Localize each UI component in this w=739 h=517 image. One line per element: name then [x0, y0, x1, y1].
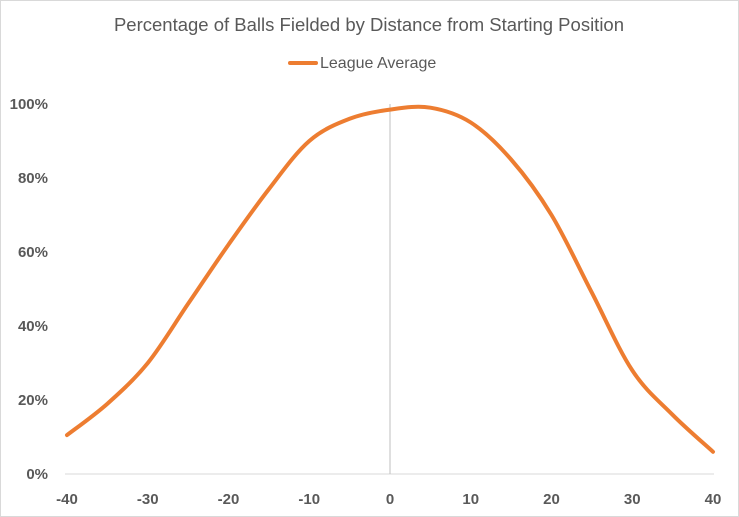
x-tick-label: 0 [386, 491, 394, 508]
x-tick-label: -10 [298, 491, 320, 508]
data-point [306, 138, 312, 144]
data-point [145, 360, 151, 366]
x-tick-label: -40 [56, 491, 78, 508]
data-point [710, 449, 716, 455]
y-axis-ticks: 0% 20% 40% 60% 80% 100% [10, 96, 48, 483]
data-point [347, 116, 353, 122]
data-point [266, 186, 272, 192]
y-tick-label: 60% [18, 244, 48, 261]
data-point [104, 401, 110, 407]
data-point [387, 107, 393, 113]
y-tick-label: 20% [18, 392, 48, 409]
chart-title: Percentage of Balls Fielded by Distance … [114, 14, 624, 35]
data-point [549, 212, 555, 218]
x-tick-label: 20 [543, 491, 560, 508]
x-tick-label: 30 [624, 491, 641, 508]
data-point [629, 367, 635, 373]
data-point [427, 105, 433, 111]
data-point [64, 432, 70, 438]
legend: League Average [288, 55, 436, 72]
x-tick-label: -20 [218, 491, 240, 508]
data-point [468, 120, 474, 126]
x-tick-label: -30 [137, 491, 159, 508]
data-point [670, 412, 676, 418]
series-line-league-average[interactable] [65, 104, 715, 454]
y-tick-label: 0% [26, 466, 48, 483]
data-point [226, 242, 232, 248]
x-axis-ticks: -40 -30 -20 -10 0 10 20 30 40 [56, 491, 721, 508]
y-tick-label: 40% [18, 318, 48, 335]
legend-label[interactable]: League Average [320, 55, 436, 72]
x-tick-label: 10 [462, 491, 479, 508]
data-point [589, 290, 595, 296]
y-tick-label: 80% [18, 170, 48, 187]
y-tick-label: 100% [10, 96, 48, 113]
data-point [185, 301, 191, 307]
data-point [508, 157, 514, 163]
x-tick-label: 40 [705, 491, 722, 508]
series-group [64, 104, 716, 455]
